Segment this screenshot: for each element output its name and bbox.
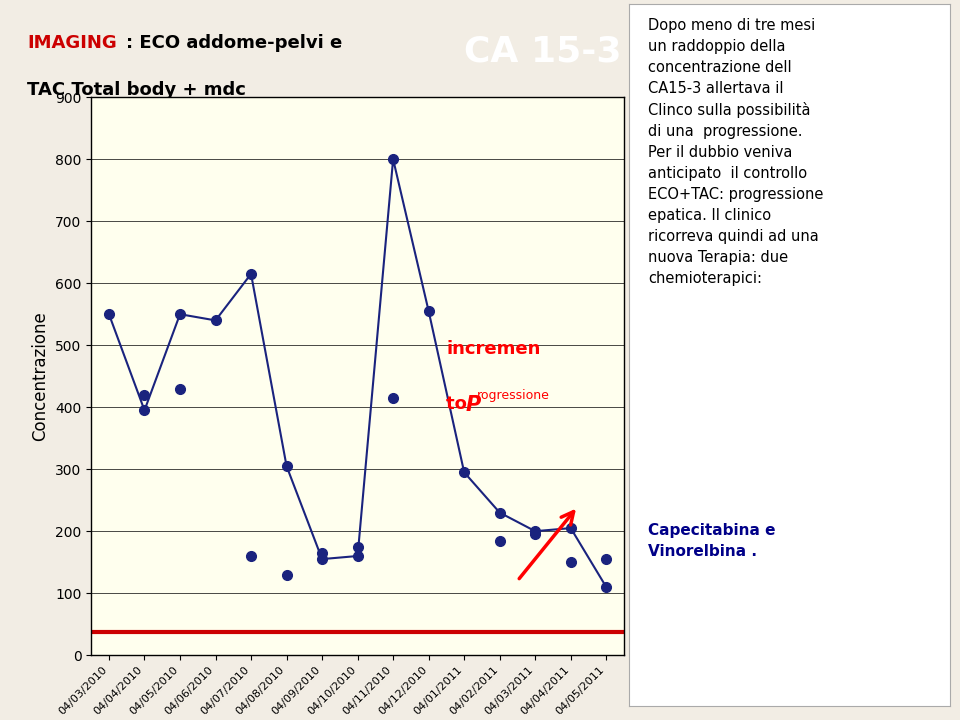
Text: Capecitabina e
Vinorelbina .: Capecitabina e Vinorelbina . [648,523,776,559]
Text: rogressione: rogressione [476,389,549,402]
Text: to: to [446,395,473,413]
Y-axis label: Concentrazione: Concentrazione [32,311,50,441]
Text: TAC Total body + mdc: TAC Total body + mdc [27,81,246,99]
Text: Dopo meno di tre mesi
un raddoppio della
concentrazione dell
CA15-3 allertava il: Dopo meno di tre mesi un raddoppio della… [648,17,824,286]
Text: incremen: incremen [446,340,540,358]
Text: P: P [466,395,481,415]
Text: CA 15-3: CA 15-3 [464,34,621,68]
Text: : ECO addome-pelvi e: : ECO addome-pelvi e [126,34,343,52]
Text: IMAGING: IMAGING [27,34,117,52]
